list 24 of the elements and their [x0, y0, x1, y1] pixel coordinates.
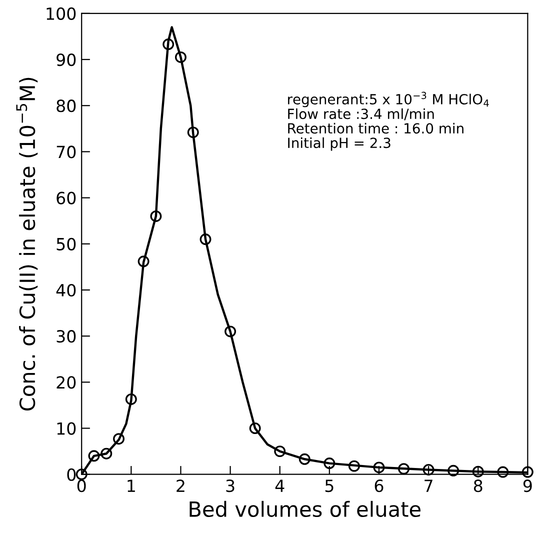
x-tick-label: 5: [325, 480, 334, 492]
x-tick-label: 2: [176, 480, 184, 492]
y-tick-label: 60: [56, 192, 76, 204]
y-axis-title: Conc. of Cu(II) in eluate (10$^{−5}$M): [16, 78, 38, 411]
y-tick-label: 0: [67, 468, 76, 481]
y-tick-label: 50: [56, 238, 76, 250]
y-tick-label: 100: [46, 7, 76, 20]
x-tick-label: 0: [77, 480, 86, 492]
y-tick-label: 20: [56, 376, 76, 389]
x-tick-label: 3: [226, 480, 234, 492]
x-tick-label: 8: [474, 480, 482, 492]
x-tick-label: 4: [275, 480, 284, 492]
x-tick-label: 7: [424, 480, 432, 492]
x-tick-label: 1: [128, 480, 135, 492]
y-tick-label: 80: [56, 100, 76, 112]
y-tick-label: 30: [56, 330, 76, 343]
y-tick-label: 90: [56, 53, 76, 66]
y-tick-label: 10: [57, 422, 76, 435]
y-tick-label: 40: [56, 284, 76, 297]
y-tick-label: 70: [56, 146, 76, 158]
text: regenerant:5 x 10$^{−3}$ M HClO$_{4}$ Flow rate :3.4 ml/min Retention time : 16.0 min Initial pH = 2.3: [288, 92, 489, 151]
x-tick-label: 9: [523, 480, 532, 492]
x-tick-label: 6: [374, 480, 384, 492]
x-axis-title: Bed volumes of eluate: [190, 500, 420, 518]
